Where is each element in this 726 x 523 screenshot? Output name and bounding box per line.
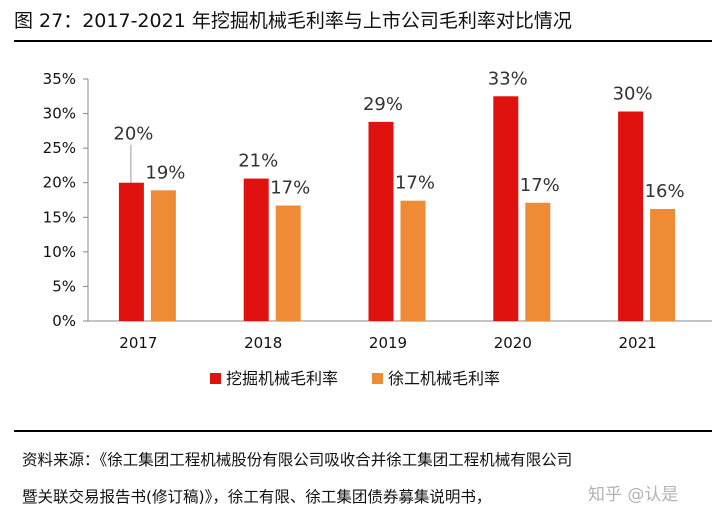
legend-label: 徐工机械毛利率 <box>388 369 500 388</box>
bar-xcmg-2017 <box>150 190 176 321</box>
x-tick-label: 2017 <box>119 334 157 352</box>
bar-excavator-2020 <box>493 96 519 322</box>
data-label: 33% <box>488 68 528 89</box>
y-tick-label: 0% <box>52 312 76 330</box>
bar-excavator-2017 <box>118 182 144 321</box>
y-tick-label: 30% <box>43 105 76 123</box>
bar-xcmg-2019 <box>400 200 426 321</box>
bar-excavator-2018 <box>243 178 269 321</box>
data-label: 19% <box>145 162 185 183</box>
watermark: 知乎 @认是 <box>588 485 679 505</box>
legend-swatch <box>210 373 221 384</box>
x-tick-label: 2021 <box>619 334 657 352</box>
bar-xcmg-2020 <box>525 202 551 321</box>
x-tick-label: 2019 <box>369 334 407 352</box>
data-label: 30% <box>613 83 653 104</box>
bar-chart: 0% 5% 10% 15% 20% 25% 30% 35% 20% 19% 2017 21% 17% 20… <box>43 68 712 388</box>
bar-xcmg-2021 <box>650 208 676 321</box>
legend-swatch <box>372 373 383 384</box>
y-tick-label: 35% <box>43 70 76 88</box>
source-rule <box>14 430 712 432</box>
legend-label: 挖掘机械毛利率 <box>226 369 338 388</box>
y-tick-label: 5% <box>52 277 76 295</box>
bar-excavator-2021 <box>618 111 644 321</box>
data-label: 17% <box>395 173 435 194</box>
data-label: 21% <box>238 151 278 172</box>
x-tick-label: 2018 <box>244 334 282 352</box>
bar-excavator-2019 <box>368 121 394 322</box>
data-label: 17% <box>520 175 560 196</box>
data-label: 16% <box>645 181 685 202</box>
x-tick-label: 2020 <box>494 334 532 352</box>
data-label: 20% <box>113 124 153 145</box>
y-tick-label: 10% <box>43 243 76 261</box>
data-label: 29% <box>363 94 403 115</box>
data-label: 17% <box>270 178 310 199</box>
source-note-line1: 资料来源：《徐工集团工程机械股份有限公司吸收合并徐工集团工程机械有限公司 <box>22 451 573 469</box>
y-tick-label: 20% <box>43 174 76 192</box>
source-note-line2: 暨关联交易报告书(修订稿)》，徐工有限、徐工集团债券募集说明书， <box>22 488 492 506</box>
y-tick-label: 15% <box>43 208 76 226</box>
y-tick-label: 25% <box>43 139 76 157</box>
chart-title: 图 27：2017-2021 年挖掘机械毛利率与上市公司毛利率对比情况 <box>14 10 572 32</box>
title-rule <box>14 40 712 42</box>
bar-xcmg-2018 <box>275 205 301 321</box>
